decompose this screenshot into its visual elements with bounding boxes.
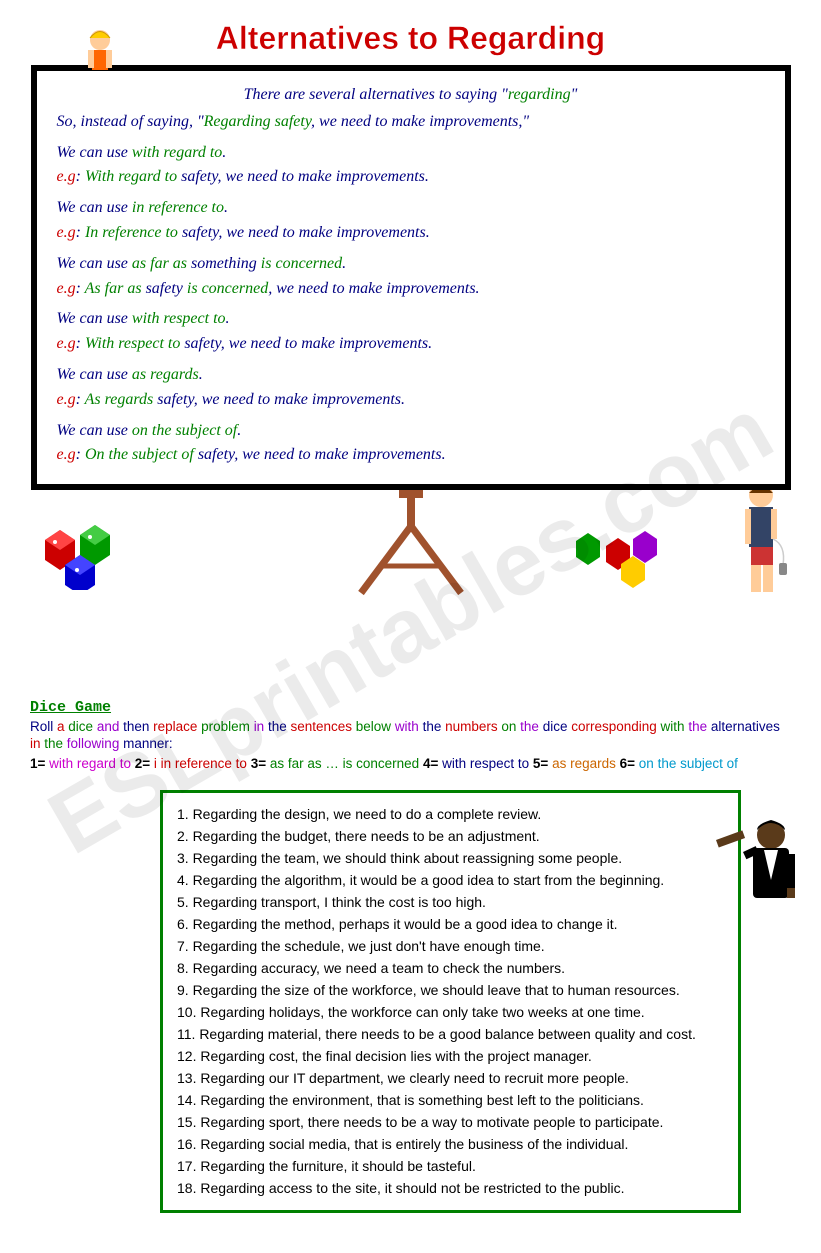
alternative-lead: We can use with respect to.: [57, 307, 765, 332]
instr-word: following: [67, 736, 123, 751]
alternative-example: e.g: As regards safety, we need to make …: [57, 388, 765, 413]
example-line: So, instead of saying, "Regarding safety…: [57, 110, 765, 135]
alternative-block: We can use in reference to.e.g: In refer…: [57, 196, 765, 246]
sentences-box: 1. Regarding the design, we need to do a…: [160, 790, 741, 1213]
example-rest: , we need to make improvements,": [311, 113, 529, 130]
example-lead: So, instead of saying, ": [57, 113, 204, 130]
instr-word: manner:: [123, 736, 173, 751]
intro-keyword: regarding: [508, 86, 571, 103]
sentence-item: 2. Regarding the budget, there needs to …: [177, 826, 724, 847]
sentence-item: 4. Regarding the algorithm, it would be …: [177, 870, 724, 891]
alternative-block: We can use with regard to.e.g: With rega…: [57, 141, 765, 191]
dice-game-instructions: Roll a dice and then replace problem in …: [30, 718, 791, 753]
sentence-item: 5. Regarding transport, I think the cost…: [177, 892, 724, 913]
sentence-item: 17. Regarding the furniture, it should b…: [177, 1156, 724, 1177]
instr-word: the: [44, 736, 67, 751]
sentence-item: 13. Regarding our IT department, we clea…: [177, 1068, 724, 1089]
sentence-item: 16. Regarding social media, that is enti…: [177, 1134, 724, 1155]
alternative-example: e.g: With regard to safety, we need to m…: [57, 165, 765, 190]
sentence-item: 1. Regarding the design, we need to do a…: [177, 804, 724, 825]
dice-game-key: 1= with regard to 2= i in reference to 3…: [30, 755, 791, 773]
instr-word: replace: [153, 719, 201, 734]
sentence-item: 9. Regarding the size of the workforce, …: [177, 980, 724, 1001]
instr-word: and: [97, 719, 123, 734]
instr-word: with: [661, 719, 689, 734]
instr-word: the: [423, 719, 446, 734]
instr-word: on: [501, 719, 520, 734]
alternative-example: e.g: On the subject of safety, we need t…: [57, 443, 765, 468]
alternative-block: We can use as far as something is concer…: [57, 252, 765, 302]
intro-line: There are several alternatives to saying…: [57, 83, 765, 108]
alternative-block: We can use on the subject of.e.g: On the…: [57, 419, 765, 469]
dice-game-section: Dice Game Roll a dice and then replace p…: [30, 698, 791, 772]
sentence-item: 6. Regarding the method, perhaps it woul…: [177, 914, 724, 935]
instr-word: problem: [201, 719, 254, 734]
alternative-example: e.g: As far as safety is concerned, we n…: [57, 277, 765, 302]
alternative-lead: We can use with regard to.: [57, 141, 765, 166]
instr-word: corresponding: [571, 719, 660, 734]
instr-word: sentences: [290, 719, 355, 734]
instr-word: alternatives: [711, 719, 780, 734]
instr-word: the: [520, 719, 543, 734]
sentence-item: 7. Regarding the schedule, we just don't…: [177, 936, 724, 957]
sentence-item: 8. Regarding accuracy, we need a team to…: [177, 958, 724, 979]
alternative-block: We can use with respect to.e.g: With res…: [57, 307, 765, 357]
key-item: 2= i in reference to: [135, 756, 247, 771]
dice-game-title: Dice Game: [30, 698, 791, 718]
alternative-lead: We can use on the subject of.: [57, 419, 765, 444]
alternative-example: e.g: In reference to safety, we need to …: [57, 221, 765, 246]
instr-word: numbers: [445, 719, 501, 734]
sentence-item: 10. Regarding holidays, the workforce ca…: [177, 1002, 724, 1023]
alternative-lead: We can use as far as something is concer…: [57, 252, 765, 277]
instr-word: Roll: [30, 719, 57, 734]
intro-suffix: ": [571, 86, 578, 103]
intro-prefix: There are several alternatives to saying…: [244, 86, 508, 103]
instr-word: a: [57, 719, 68, 734]
instr-word: then: [123, 719, 153, 734]
key-item: 6= on the subject of: [620, 756, 738, 771]
key-item: 4= with respect to: [423, 756, 529, 771]
sentence-item: 12. Regarding cost, the final decision l…: [177, 1046, 724, 1067]
sentence-item: 14. Regarding the environment, that is s…: [177, 1090, 724, 1111]
key-item: 1= with regard to: [30, 756, 131, 771]
instr-word: below: [356, 719, 395, 734]
whiteboard: There are several alternatives to saying…: [31, 65, 791, 490]
instr-word: the: [268, 719, 291, 734]
instr-word: in: [254, 719, 268, 734]
person-pointing-icon: [701, 810, 811, 955]
alternative-example: e.g: With respect to safety, we need to …: [57, 332, 765, 357]
key-item: 3= as far as … is concerned: [251, 756, 419, 771]
alternative-lead: We can use as regards.: [57, 363, 765, 388]
key-item: 5= as regards: [533, 756, 616, 771]
builder-icon: [70, 20, 130, 85]
example-green: Regarding safety: [204, 113, 311, 130]
sentence-item: 11. Regarding material, there needs to b…: [177, 1024, 724, 1045]
instr-word: dice: [68, 719, 97, 734]
sentence-item: 15. Regarding sport, there needs to be a…: [177, 1112, 724, 1133]
sentence-item: 18. Regarding access to the site, it sho…: [177, 1178, 724, 1199]
sentence-item: 3. Regarding the team, we should think a…: [177, 848, 724, 869]
easel-icon: [30, 488, 791, 598]
alternative-lead: We can use in reference to.: [57, 196, 765, 221]
instr-word: with: [395, 719, 423, 734]
page-title: Alternatives to Regarding: [30, 20, 791, 57]
instr-word: in: [30, 736, 44, 751]
alternative-block: We can use as regards.e.g: As regards sa…: [57, 363, 765, 413]
instr-word: the: [688, 719, 711, 734]
instr-word: dice: [543, 719, 572, 734]
